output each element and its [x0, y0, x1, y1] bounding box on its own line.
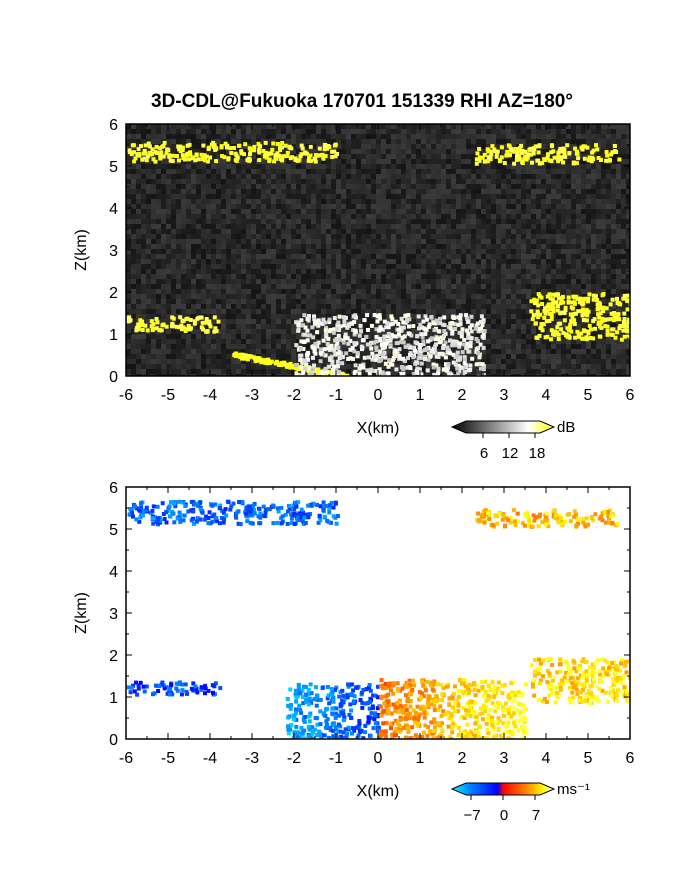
y-tick-velocity-2: 2 [109, 648, 118, 665]
feature-velocity-3 [378, 678, 529, 739]
colorbar-tick-snr-6: 6 [480, 445, 488, 462]
y-tick-velocity-1: 1 [109, 690, 118, 707]
colorbar-bar-snr [450, 420, 556, 434]
y-tick-snr-1: 1 [109, 327, 118, 344]
x-tick-velocity-7: 1 [416, 750, 425, 767]
snr-field [126, 124, 630, 376]
x-tick-snr-3: -3 [245, 387, 259, 404]
y-tick-velocity-3: 3 [109, 606, 118, 623]
colorbar-tick-snr-18: 18 [529, 445, 546, 462]
x-tick-velocity-3: -3 [245, 750, 259, 767]
x-tick-velocity-5: -1 [329, 750, 343, 767]
ticks-velocity: -6 -5 -4 -3 -2 -1 0 1 2 3 4 5 6 0 1 2 3 4 5 6 [109, 480, 634, 767]
x-tick-snr-1: -5 [161, 387, 175, 404]
x-tick-velocity-8: 2 [458, 750, 467, 767]
y-tick-snr-4: 4 [109, 201, 118, 218]
colorbar-unit-snr: dB [557, 419, 575, 436]
ticks-snr: -6 -5 -4 -3 -2 -1 0 1 2 3 4 5 6 0 1 2 3 4 5 6 [109, 117, 634, 404]
feature-velocity-4 [529, 657, 630, 705]
x-tick-velocity-12: 6 [626, 750, 635, 767]
chart-title: 3D-CDL@Fukuoka 170701 151339 RHI AZ=180° [151, 91, 573, 112]
x-tick-snr-11: 5 [584, 387, 593, 404]
colorbar-tick-snr-12: 12 [502, 445, 519, 462]
colorbar-tick-velocity-neg7: −7 [463, 807, 480, 824]
colorbar-unit-velocity: ms⁻¹ [557, 781, 590, 798]
y-axis-label-snr: Z(km) [73, 229, 90, 271]
x-tick-snr-5: -1 [329, 387, 343, 404]
colorbar-velocity: −7 0 7 ms⁻¹ [450, 781, 590, 824]
x-tick-velocity-1: -5 [161, 750, 175, 767]
feature-snr-4 [529, 292, 630, 342]
x-tick-velocity-2: -4 [203, 750, 217, 767]
y-tick-snr-3: 3 [109, 243, 118, 260]
feature-snr-3 [294, 313, 487, 376]
y-tick-snr-2: 2 [109, 285, 118, 302]
x-tick-snr-9: 3 [500, 387, 509, 404]
feature-velocity-0 [127, 499, 340, 527]
x-tick-velocity-4: -2 [287, 750, 301, 767]
y-tick-snr-6: 6 [109, 117, 118, 134]
colorbar-tick-velocity-0: 0 [500, 807, 508, 824]
x-tick-velocity-10: 4 [542, 750, 551, 767]
y-tick-snr-0: 0 [109, 369, 118, 386]
feature-snr-0 [127, 140, 340, 164]
x-tick-snr-12: 6 [626, 387, 635, 404]
x-tick-velocity-6: 0 [374, 750, 383, 767]
y-tick-velocity-5: 5 [109, 522, 118, 539]
y-axis-label-velocity: Z(km) [73, 592, 90, 634]
x-tick-snr-0: -6 [119, 387, 133, 404]
y-tick-velocity-0: 0 [109, 732, 118, 749]
colorbar-tick-velocity-7: 7 [532, 807, 540, 824]
y-tick-velocity-6: 6 [109, 480, 118, 497]
x-tick-snr-8: 2 [458, 387, 467, 404]
x-tick-velocity-0: -6 [119, 750, 133, 767]
x-tick-snr-10: 4 [542, 387, 551, 404]
x-tick-snr-4: -2 [287, 387, 301, 404]
x-tick-snr-2: -4 [203, 387, 217, 404]
x-tick-velocity-11: 5 [584, 750, 593, 767]
feature-velocity-1 [474, 508, 620, 529]
x-tick-velocity-9: 3 [500, 750, 509, 767]
y-tick-snr-5: 5 [109, 159, 118, 176]
feature-snr-5 [126, 315, 221, 334]
x-axis-label-velocity: X(km) [357, 783, 400, 800]
colorbar-snr: 6 12 18 dB [450, 419, 575, 462]
y-tick-velocity-4: 4 [109, 564, 118, 581]
x-axis-label-snr: X(km) [357, 420, 400, 437]
panel-velocity: -6 -5 -4 -3 -2 -1 0 1 2 3 4 5 6 0 1 2 3 4 5 6 X(km) Z(km) −… [73, 480, 635, 824]
colorbar-bar-velocity [450, 782, 556, 796]
x-tick-snr-6: 0 [374, 387, 383, 404]
feature-velocity-5 [126, 680, 223, 697]
x-tick-snr-7: 1 [416, 387, 425, 404]
feature-snr-1 [474, 143, 622, 166]
